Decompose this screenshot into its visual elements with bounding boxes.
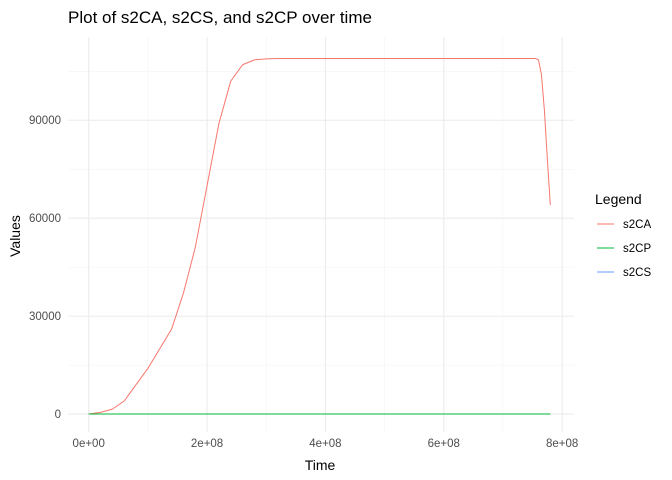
legend-label: s2CA [623,219,651,231]
legend-label: s2CS [623,267,651,279]
legend-label: s2CP [623,243,651,255]
x-tick-label: 8e+08 [546,438,578,450]
y-tick-label: 60000 [29,213,61,225]
x-tick-label: 6e+08 [428,438,460,450]
chart-title: Plot of s2CA, s2CS, and s2CP over time [68,8,372,27]
x-axis-title: Time [305,457,336,473]
x-axis-ticks: 0e+00 2e+08 4e+08 6e+08 8e+08 [73,438,579,450]
x-tick-label: 0e+00 [73,438,105,450]
series-layer [88,58,551,415]
series-line-s2ca [88,58,551,415]
legend-entry-s2ca: s2CA [597,219,651,231]
legend-entries: s2CA s2CP s2CS [597,219,651,279]
legend-entry-s2cp: s2CP [597,243,651,255]
legend-entry-s2cs: s2CS [597,267,651,279]
x-tick-label: 4e+08 [309,438,341,450]
legend-title: Legend [595,191,642,207]
y-tick-label: 30000 [29,311,61,323]
y-tick-label: 90000 [29,115,61,127]
x-tick-label: 2e+08 [191,438,223,450]
y-axis-ticks: 0 30000 60000 90000 [29,115,61,421]
y-axis-title: Values [7,215,23,257]
legend: Legend s2CA s2CP s2CS [595,191,651,279]
y-tick-label: 0 [55,409,61,421]
plot-panel [68,37,574,432]
